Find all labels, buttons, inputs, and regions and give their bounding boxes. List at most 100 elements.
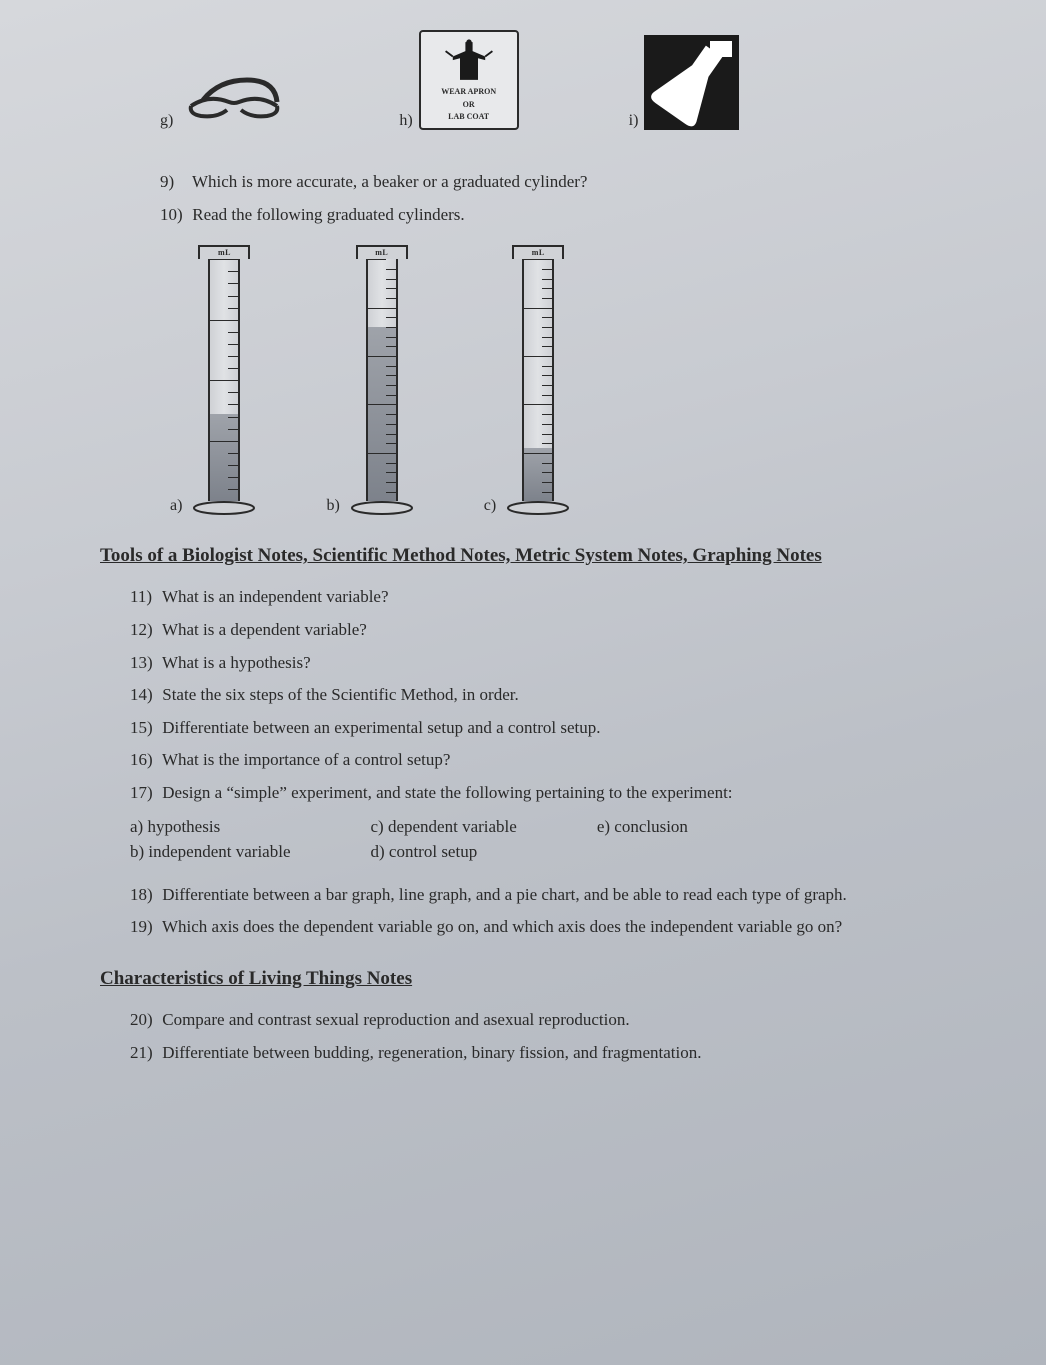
q17-options: a) hypothesis b) independent variable c)… <box>130 814 976 865</box>
q21-text: Differentiate between budding, regenerat… <box>162 1043 701 1062</box>
q11-text: What is an independent variable? <box>162 587 389 606</box>
tick-minor <box>542 356 552 357</box>
apron-icon: WEAR APRON OR LAB COAT <box>419 30 519 130</box>
tick-minor <box>542 366 552 367</box>
tick-minor <box>542 288 552 289</box>
cylinder-base <box>506 501 570 515</box>
tick-minor <box>386 492 396 493</box>
q17-opt-b: b) independent variable <box>130 839 291 865</box>
tick-minor <box>542 482 552 483</box>
tick-minor <box>228 356 238 357</box>
tick-minor <box>542 337 552 338</box>
tick-minor <box>228 296 238 297</box>
cylinder-tube: 5040302010 <box>522 259 554 501</box>
q20-num: 20) <box>130 1008 158 1033</box>
tick-minor <box>542 385 552 386</box>
tick-minor <box>386 308 396 309</box>
cyl-a-label: a) <box>170 497 182 515</box>
tick-minor <box>228 368 238 369</box>
tick-minor <box>386 327 396 328</box>
worksheet-page: g) h) WEAR APRON OR LAB C <box>0 0 1046 1365</box>
q17-opt-c: c) dependent variable <box>371 814 517 840</box>
q14-text: State the six steps of the Scientific Me… <box>162 685 518 704</box>
tick-minor <box>386 482 396 483</box>
tick-minor <box>542 308 552 309</box>
tick-minor <box>542 404 552 405</box>
q18-text: Differentiate between a bar graph, line … <box>162 885 847 904</box>
tick-minor <box>386 375 396 376</box>
icon-h-wrap: h) WEAR APRON OR LAB COAT <box>399 30 518 130</box>
q18-num: 18) <box>130 883 158 908</box>
tick-minor <box>228 477 238 478</box>
q17-opt-e: e) conclusion <box>597 814 688 840</box>
goggles-icon <box>179 60 289 130</box>
tick-minor <box>228 259 238 260</box>
apron-caption-3: LAB COAT <box>448 113 489 122</box>
cylinder-unit-label: mL <box>356 245 408 259</box>
tick-minor <box>542 327 552 328</box>
q15-num: 15) <box>130 716 158 741</box>
cylinder-b: mL54321 <box>350 245 414 515</box>
tick-major <box>524 356 542 357</box>
question-19: 19) Which axis does the dependent variab… <box>130 915 976 940</box>
q16-text: What is the importance of a control setu… <box>162 750 450 769</box>
tick-minor <box>386 404 396 405</box>
question-9: 9) Which is more accurate, a beaker or a… <box>160 170 976 195</box>
cylinder-base <box>350 501 414 515</box>
tick-minor <box>228 332 238 333</box>
question-10: 10) Read the following graduated cylinde… <box>160 203 976 228</box>
q17-opt-a: a) hypothesis <box>130 814 291 840</box>
question-16: 16) What is the importance of a control … <box>130 748 976 773</box>
tick-minor <box>228 283 238 284</box>
question-13: 13) What is a hypothesis? <box>130 651 976 676</box>
section-2-heading: Characteristics of Living Things Notes <box>100 968 976 990</box>
cylinder-a-wrap: a) mL100755025 <box>170 245 256 515</box>
tick-major <box>210 259 228 260</box>
tick-major <box>368 453 386 454</box>
q10-text: Read the following graduated cylinders. <box>192 205 464 224</box>
q13-num: 13) <box>130 651 158 676</box>
tick-major <box>524 259 542 260</box>
cylinder-tube: 54321 <box>366 259 398 501</box>
question-18: 18) Differentiate between a bar graph, l… <box>130 883 976 908</box>
tick-minor <box>386 346 396 347</box>
cyl-b-label: b) <box>326 497 339 515</box>
q17-col1: a) hypothesis b) independent variable <box>130 814 291 865</box>
tick-major <box>368 308 386 309</box>
q17-col3: e) conclusion <box>597 814 688 865</box>
q21-num: 21) <box>130 1041 158 1066</box>
tick-minor <box>228 320 238 321</box>
q17-text: Design a “simple” experiment, and state … <box>162 783 732 802</box>
cylinder-c-wrap: c) mL5040302010 <box>484 245 570 515</box>
q17-num: 17) <box>130 781 158 806</box>
tick-minor <box>386 414 396 415</box>
cyl-c-label: c) <box>484 497 496 515</box>
q13-text: What is a hypothesis? <box>162 653 311 672</box>
q17-col2: c) dependent variable d) control setup <box>371 814 517 865</box>
q9-num: 9) <box>160 170 188 195</box>
question-12: 12) What is a dependent variable? <box>130 618 976 643</box>
tick-minor <box>228 453 238 454</box>
question-17: 17) Design a “simple” experiment, and st… <box>130 781 976 806</box>
tick-minor <box>228 344 238 345</box>
q11-num: 11) <box>130 585 158 610</box>
tick-major <box>368 404 386 405</box>
tick-minor <box>542 414 552 415</box>
tick-minor <box>542 453 552 454</box>
tick-minor <box>386 434 396 435</box>
icon-i-wrap: i) <box>629 35 740 130</box>
tick-minor <box>542 298 552 299</box>
tick-minor <box>542 492 552 493</box>
q17-opt-d: d) control setup <box>371 839 517 865</box>
cylinder-unit-label: mL <box>512 245 564 259</box>
tick-minor <box>542 375 552 376</box>
tick-minor <box>386 385 396 386</box>
tick-minor <box>386 366 396 367</box>
tick-minor <box>386 443 396 444</box>
q14-num: 14) <box>130 683 158 708</box>
tick-minor <box>228 404 238 405</box>
tick-minor <box>228 417 238 418</box>
tick-minor <box>386 424 396 425</box>
icon-g-wrap: g) <box>160 60 289 130</box>
tick-minor <box>542 443 552 444</box>
